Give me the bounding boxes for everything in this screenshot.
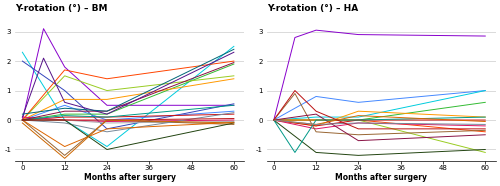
X-axis label: Months after surgery: Months after surgery <box>84 173 176 182</box>
Text: Y-rotation (°) – HA: Y-rotation (°) – HA <box>266 4 358 13</box>
X-axis label: Months after surgery: Months after surgery <box>336 173 428 182</box>
Text: Y-rotation (°) – BM: Y-rotation (°) – BM <box>16 4 108 13</box>
